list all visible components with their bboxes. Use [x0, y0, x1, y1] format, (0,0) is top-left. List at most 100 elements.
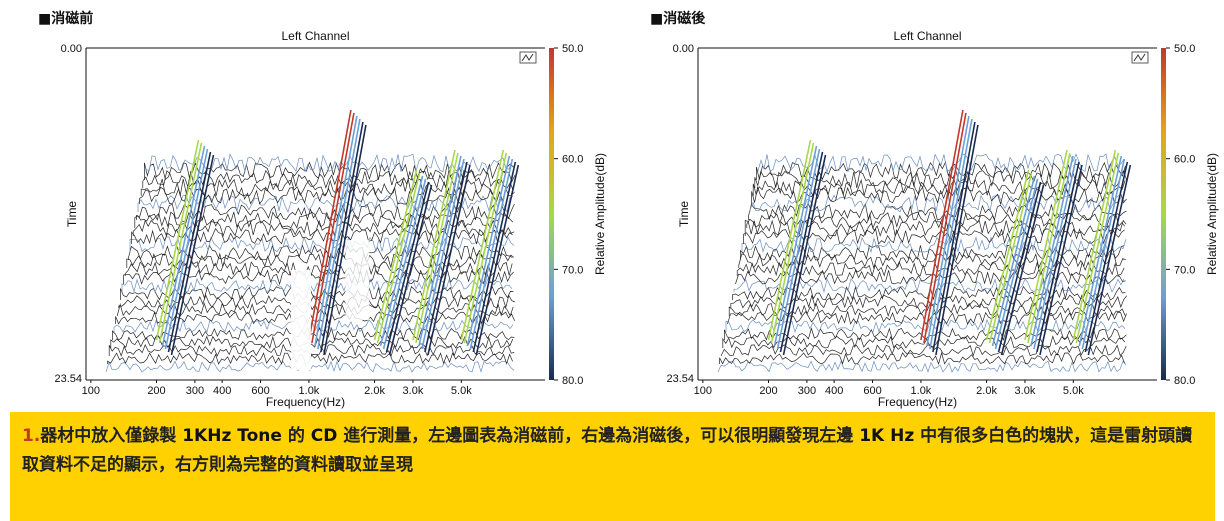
tone-ridge-line: [1087, 164, 1132, 356]
colorbar-tick-label: 70.0: [1174, 264, 1195, 276]
section-label: ■消磁後: [650, 11, 706, 27]
caption-khz: 1K Hz: [859, 426, 915, 446]
tone-ridge-line: [373, 169, 418, 341]
x-tick-label: 200: [759, 385, 777, 397]
tone-ridge: [767, 139, 827, 356]
tone-ridge-line: [323, 124, 367, 356]
tone-ridge-line: [776, 148, 821, 350]
tone-ridge: [373, 169, 433, 356]
waterfall-trace: [749, 194, 1126, 213]
waterfall-trace: [717, 360, 1127, 373]
tone-ridge-line: [421, 158, 465, 350]
colorbar: [549, 48, 554, 380]
waterfall-trace: [733, 277, 1125, 294]
legend-icon: [1131, 51, 1149, 64]
x-tick-label: 400: [825, 385, 843, 397]
tone-ridge: [1024, 149, 1083, 356]
y-tick-label: 0.00: [61, 43, 82, 55]
x-tick-label: 1.0k: [911, 385, 932, 397]
tone-ridge: [412, 149, 471, 356]
tone-ridge-line: [424, 161, 468, 353]
tone-ridge: [985, 169, 1045, 356]
tone-ridge-line: [920, 109, 964, 341]
y-tick-label: 0.00: [673, 43, 694, 55]
tone-ridge-line: [170, 154, 215, 356]
tone-ridge-line: [311, 112, 355, 344]
x-tick-label: 600: [863, 385, 881, 397]
chart-panel-before: ■消磁前 Left Channel 50.0 60.0 70.0 80.0 Relativ…: [0, 0, 612, 412]
tone-ridge-line: [469, 158, 514, 350]
x-tick-label: 600: [251, 385, 269, 397]
tone-ridge-line: [1030, 155, 1074, 347]
tone-ridge: [460, 149, 520, 356]
tone-ridge-line: [1084, 161, 1129, 353]
tone-ridge-line: [935, 124, 979, 356]
tone-ridge-line: [923, 112, 967, 344]
x-tick-label: 400: [213, 385, 231, 397]
waterfall-trace: [116, 302, 514, 317]
tone-ridge-line: [1078, 155, 1123, 347]
waterfall-trace: [732, 285, 1126, 301]
tone-ridge-line: [1027, 152, 1071, 344]
x-axis-label: Frequency(Hz): [878, 395, 957, 409]
dropout-region: [290, 240, 370, 370]
tone-ridge: [308, 109, 367, 356]
tone-ridge-line: [317, 118, 361, 350]
tone-ridge-line: [460, 149, 505, 341]
waterfall-trace: [744, 219, 1127, 237]
section-label: ■消磁前: [38, 11, 94, 27]
x-tick-label: 300: [798, 385, 816, 397]
waterfall-trace: [123, 269, 514, 286]
caption-text-4: 中有很多白色的塊狀，這是雷射頭讀取資料不足的顯示，右方則為完整的資料讀取並呈現: [22, 426, 1193, 475]
tone-ridge-line: [158, 142, 203, 344]
x-axis-label: Frequency(Hz): [266, 395, 345, 409]
tone-ridge-line: [382, 178, 427, 350]
waterfall-trace: [724, 327, 1127, 341]
caption-box: 1.器材中放入僅錄製 1KHz Tone 的 CD 進行測量，左邊圖表為消磁前，…: [10, 412, 1215, 521]
x-tick-label: 5.0k: [1063, 385, 1084, 397]
chart-title: Left Channel: [281, 29, 349, 43]
tone-ridge-line: [1039, 164, 1083, 356]
waterfall-chart: Left Channel 50.0 60.0 70.0 80.0 Relative Amp…: [666, 29, 1219, 409]
caption-tone: 1KHz Tone: [182, 426, 282, 446]
colorbar-tick-label: 70.0: [562, 264, 583, 276]
chart-title: Left Channel: [893, 29, 961, 43]
dropout-blotch: [345, 240, 370, 320]
tone-ridge-line: [475, 164, 520, 356]
x-tick-label: 3.0k: [1015, 385, 1036, 397]
waterfall-trace: [719, 351, 1125, 366]
tone-ridge-line: [412, 149, 456, 341]
y-tick-label: 23.54: [54, 373, 82, 385]
tone-ridge-line: [988, 172, 1033, 344]
dropout-blotch: [290, 270, 311, 370]
tone-ridge-line: [418, 155, 462, 347]
tone-ridge-line: [767, 139, 812, 341]
waterfall-trace: [746, 211, 1126, 230]
y-axis-label: Time: [65, 201, 79, 228]
waterfall-trace: [137, 195, 514, 214]
tone-ridge-line: [1000, 184, 1045, 356]
caption-text-2: 的: [281, 426, 311, 446]
waterfall-trace: [756, 161, 1126, 181]
colorbar-tick-label: 80.0: [1174, 375, 1195, 387]
y-tick-label: 23.54: [666, 373, 694, 385]
waterfall-trace: [128, 244, 513, 261]
waterfall-chart: Left Channel 50.0 60.0 70.0 80.0 Relative Amp…: [54, 29, 607, 409]
tone-ridge-line: [385, 181, 430, 353]
tone-ridge-line: [463, 152, 508, 344]
tone-ridge-line: [779, 151, 824, 353]
tone-ridge-line: [379, 175, 424, 347]
x-tick-label: 200: [147, 385, 165, 397]
x-tick-label: 100: [82, 385, 100, 397]
colorbar-tick-label: 80.0: [562, 375, 583, 387]
tone-ridge-line: [932, 121, 976, 353]
tone-ridge-line: [388, 184, 433, 356]
waterfall-trace: [112, 326, 515, 341]
x-tick-label: 1.0k: [299, 385, 320, 397]
x-tick-label: 5.0k: [451, 385, 472, 397]
x-tick-label: 2.0k: [364, 385, 385, 397]
colorbar-tick-label: 60.0: [1174, 154, 1195, 166]
tone-ridge-line: [167, 151, 212, 353]
y-axis-label: Time: [677, 201, 691, 228]
x-tick-label: 300: [186, 385, 204, 397]
